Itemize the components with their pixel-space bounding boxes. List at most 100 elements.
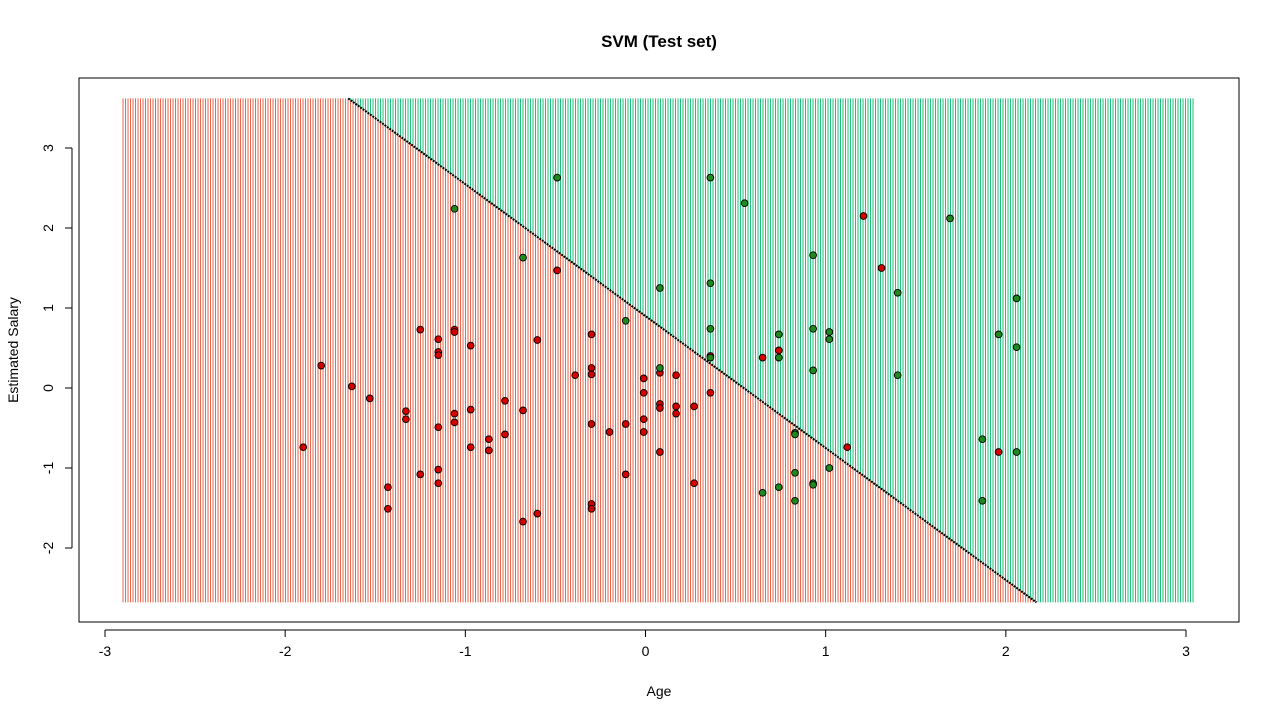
data-point-class-0 <box>605 428 614 436</box>
data-point-class-0 <box>621 470 630 479</box>
plot-frame <box>78 77 1240 623</box>
data-point-class-1 <box>825 328 834 336</box>
y-tick-label: 1 <box>40 304 56 312</box>
data-point-class-0 <box>299 443 308 452</box>
data-point-class-0 <box>501 430 509 439</box>
data-point-class-0 <box>587 370 596 379</box>
data-point-class-1 <box>706 353 715 362</box>
data-point-class-1 <box>621 316 630 325</box>
decision-boundary <box>347 97 1038 604</box>
data-point-class-1 <box>893 371 902 380</box>
data-point-class-1 <box>758 488 767 497</box>
y-axis-label: Estimated Salary <box>5 297 21 403</box>
data-point-class-0 <box>434 465 443 474</box>
data-point-class-0 <box>434 479 443 488</box>
data-point-class-1 <box>774 330 783 339</box>
data-point-class-1 <box>994 330 1003 339</box>
data-point-class-1 <box>706 173 715 182</box>
data-point-class-0 <box>402 407 410 416</box>
data-point-class-0 <box>859 212 868 220</box>
data-point-class-0 <box>450 328 459 336</box>
data-point-class-1 <box>825 464 834 472</box>
x-axis: -3 -2 -1 0 1 2 3 <box>99 629 1190 659</box>
data-point-class-0 <box>384 483 392 492</box>
chart-title: SVM (Test set) <box>601 32 717 51</box>
data-point-class-1 <box>656 284 664 292</box>
data-point-class-1 <box>809 324 817 333</box>
y-tick-label: 0 <box>40 384 56 392</box>
x-tick-label: 2 <box>1002 643 1010 659</box>
data-point-class-1 <box>893 288 902 297</box>
data-point-class-0 <box>347 382 356 391</box>
data-point-class-0 <box>533 509 542 518</box>
data-point-class-0 <box>402 415 410 424</box>
data-point-class-1 <box>825 335 834 344</box>
data-point-class-1 <box>450 204 459 213</box>
data-point-class-1 <box>1012 343 1021 352</box>
data-point-class-0 <box>774 346 783 355</box>
data-point-class-0 <box>365 394 374 403</box>
data-point-class-0 <box>639 388 648 397</box>
data-point-class-1 <box>774 353 783 362</box>
data-point-class-1 <box>774 483 783 492</box>
data-point-class-0 <box>621 420 630 428</box>
data-point-class-0 <box>450 409 459 418</box>
data-point-class-1 <box>809 366 817 375</box>
data-point-class-0 <box>994 448 1003 456</box>
data-point-class-0 <box>672 402 680 411</box>
data-point-class-0 <box>656 448 664 456</box>
data-point-class-0 <box>843 443 852 452</box>
data-point-class-0 <box>672 409 680 418</box>
y-tick-label: -2 <box>40 542 56 555</box>
data-point-class-0 <box>466 341 475 350</box>
decision-regions <box>122 98 1194 603</box>
data-point-class-0 <box>519 406 527 415</box>
y-tick-label: -1 <box>40 462 56 475</box>
data-point-class-0 <box>690 402 698 411</box>
data-point-class-0 <box>571 371 580 380</box>
data-points-layer <box>299 173 1021 526</box>
data-point-class-0 <box>466 405 475 414</box>
data-point-class-0 <box>690 479 698 488</box>
data-point-class-0 <box>656 404 664 412</box>
data-point-class-1 <box>656 364 664 372</box>
x-tick-label: -2 <box>279 643 292 659</box>
y-tick-label: 2 <box>40 224 56 232</box>
data-point-class-0 <box>758 353 767 362</box>
data-point-class-1 <box>791 496 799 505</box>
data-point-class-0 <box>639 415 648 424</box>
x-tick-label: -1 <box>459 643 472 659</box>
data-point-class-0 <box>533 336 542 344</box>
data-point-class-1 <box>1012 448 1021 456</box>
data-point-class-1 <box>553 173 562 182</box>
data-point-class-1 <box>740 199 749 208</box>
data-point-class-0 <box>877 264 886 272</box>
data-point-class-0 <box>587 504 596 513</box>
x-tick-label: 3 <box>1182 643 1190 659</box>
data-point-class-1 <box>978 435 987 444</box>
x-tick-label: -3 <box>99 643 112 659</box>
data-point-class-0 <box>639 374 648 383</box>
data-point-class-0 <box>672 371 680 380</box>
data-point-class-0 <box>519 517 527 526</box>
data-point-class-1 <box>978 496 987 505</box>
data-point-class-1 <box>706 279 715 288</box>
data-point-class-0 <box>587 364 596 372</box>
data-point-class-1 <box>809 251 817 260</box>
data-point-class-0 <box>484 435 493 444</box>
data-point-class-0 <box>466 443 475 452</box>
data-point-class-0 <box>706 388 715 397</box>
data-point-class-0 <box>434 423 443 432</box>
data-point-class-1 <box>1012 294 1021 303</box>
data-point-class-1 <box>946 214 954 223</box>
data-point-class-1 <box>791 468 799 477</box>
y-tick-label: 3 <box>40 144 56 152</box>
data-point-class-0 <box>484 446 493 455</box>
decision-boundary-layer <box>347 97 1038 604</box>
data-point-class-1 <box>519 253 527 262</box>
data-point-class-1 <box>809 480 817 489</box>
data-point-class-1 <box>706 324 715 333</box>
x-axis-label: Age <box>647 683 672 699</box>
x-tick-label: 0 <box>642 643 650 659</box>
